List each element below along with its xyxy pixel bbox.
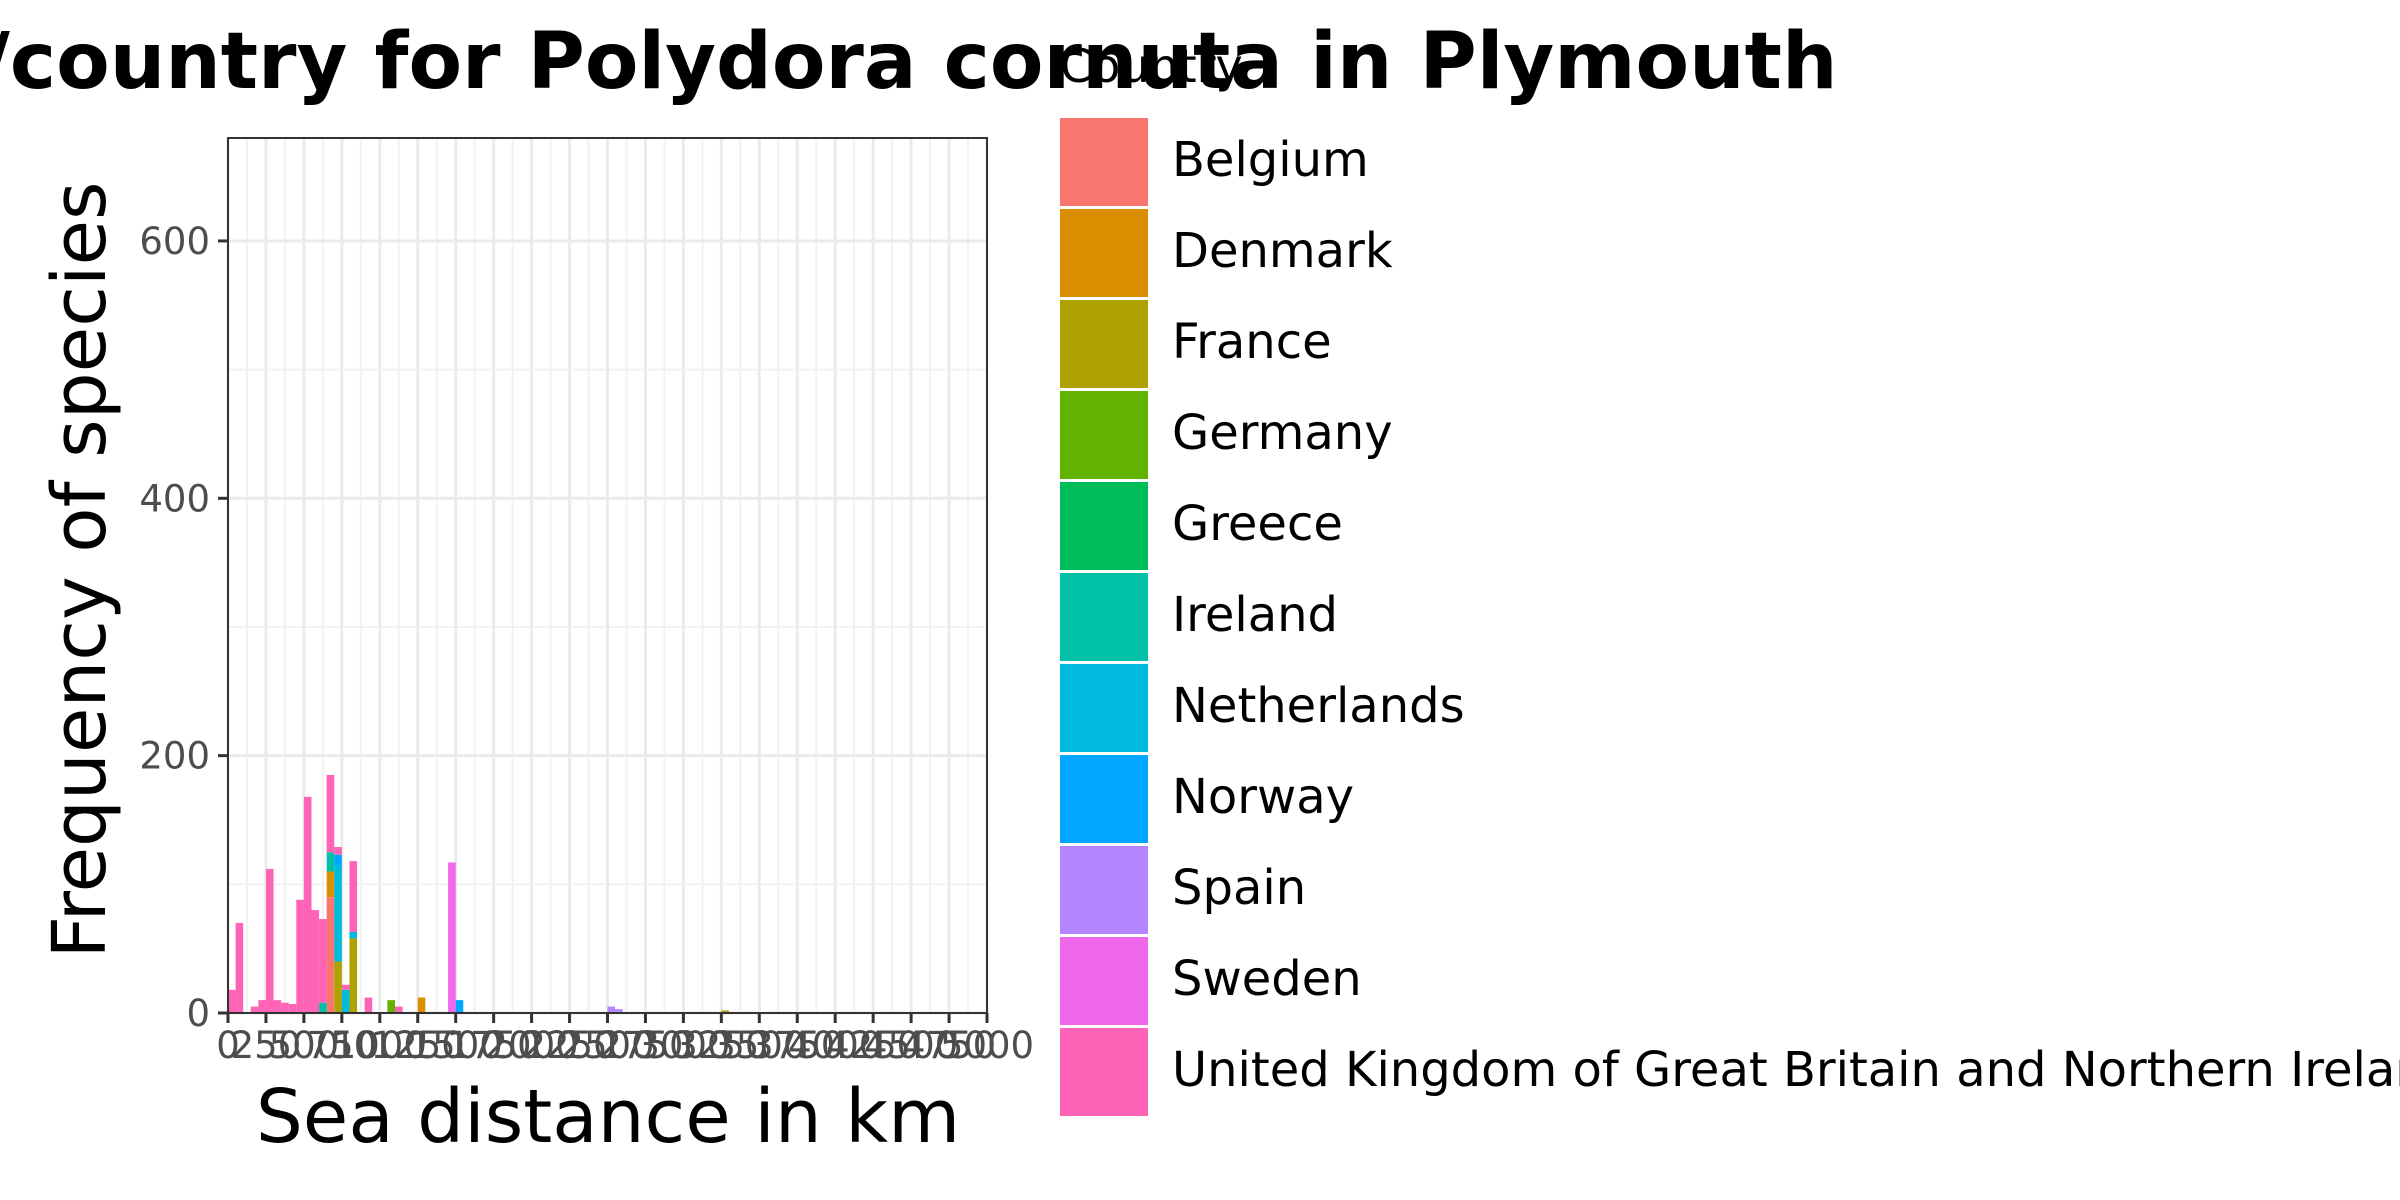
legend-label: Ireland [1172, 587, 1338, 643]
y-tick-label: 600 [139, 220, 210, 263]
legend: Country Belgium Denmark France Germany Greec… [1060, 39, 2400, 1116]
x-tick-label: 4500 [864, 1024, 958, 1067]
histogram-bar [250, 1006, 259, 1013]
x-tick-label: 2250 [522, 1024, 616, 1067]
histogram-bar [341, 984, 350, 990]
histogram-bar [334, 961, 342, 1013]
x-tick-label: 750 [307, 1024, 378, 1067]
x-tick-label: 4250 [826, 1024, 920, 1067]
x-tick-label: 1500 [409, 1024, 503, 1067]
y-axis-title: Frequency of species [37, 181, 123, 958]
x-tick-label: 1750 [447, 1024, 541, 1067]
histogram-bar [303, 796, 312, 1013]
histogram-bar [448, 862, 456, 1013]
x-tick-label: 2750 [598, 1024, 692, 1067]
legend-label: Netherlands [1172, 678, 1465, 734]
legend-key [1060, 846, 1148, 934]
x-tick-label: 1250 [371, 1024, 465, 1067]
histogram-bar [334, 865, 342, 962]
y-tick-label: 0 [186, 992, 210, 1035]
histogram-bar [721, 1010, 729, 1013]
histogram-bar [334, 847, 342, 855]
histogram-bar [326, 852, 335, 872]
histogram-bar [281, 1002, 289, 1013]
legend-label: Denmark [1172, 223, 1393, 279]
x-tick-label: 3500 [712, 1024, 806, 1067]
histogram-bar [265, 868, 274, 1013]
x-axis-title: Sea distance in km [256, 1074, 960, 1160]
histogram-bar [349, 938, 358, 1013]
x-tick-label: 2000 [485, 1024, 579, 1067]
legend-key [1060, 1028, 1148, 1116]
legend-label: Spain [1172, 860, 1306, 916]
x-tick-label: 4750 [902, 1024, 996, 1067]
legend-label: Germany [1172, 405, 1393, 461]
histogram-bar [417, 997, 426, 1013]
histogram-bar [326, 871, 335, 898]
legend-key [1060, 118, 1148, 206]
histogram-bar [326, 774, 335, 853]
histogram-bar [311, 910, 320, 1013]
histogram-bar [319, 919, 327, 1003]
legend-key [1060, 755, 1148, 843]
y-tick-label: 400 [139, 477, 210, 520]
legend-key [1060, 664, 1148, 752]
histogram-bar [387, 1000, 395, 1013]
y-tick-label: 200 [139, 735, 210, 778]
histogram-bar [296, 899, 304, 1013]
legend-key [1060, 209, 1148, 297]
legend-label: Sweden [1172, 951, 1362, 1007]
legend-label: France [1172, 314, 1332, 370]
histogram-bar [394, 1006, 403, 1013]
histogram-bar [258, 1000, 266, 1013]
histogram-bar [326, 897, 335, 1013]
legend-label: Belgium [1172, 132, 1369, 188]
x-tick-label: 3000 [636, 1024, 730, 1067]
x-tick-label: 3750 [750, 1024, 844, 1067]
legend-label: Greece [1172, 496, 1343, 552]
histogram-bar [228, 989, 236, 1013]
x-tick-label: 2500 [560, 1024, 654, 1067]
plot-area: 0200400600025050075010001250150017502000… [139, 137, 1034, 1067]
histogram-bar [235, 922, 244, 1013]
histogram-bar [319, 1002, 327, 1013]
x-tick-label: 250 [231, 1024, 302, 1067]
x-tick-label: 500 [269, 1024, 340, 1067]
histogram-bar [455, 1000, 464, 1013]
x-tick-label: 3250 [674, 1024, 768, 1067]
legend-title: Country [1060, 39, 1243, 93]
legend-key [1060, 482, 1148, 570]
legend-label: United Kingdom of Great Britain and Nort… [1172, 1042, 2400, 1098]
histogram-bar [334, 854, 342, 866]
histogram-bar [607, 1006, 616, 1013]
x-tick-label: 5000 [940, 1024, 1034, 1067]
histogram-bar [288, 1003, 297, 1013]
x-tick-label: 1000 [333, 1024, 427, 1067]
legend-key [1060, 937, 1148, 1025]
legend-label: Norway [1172, 769, 1354, 825]
legend-key [1060, 573, 1148, 661]
histogram-bar [349, 861, 358, 932]
histogram-bar [364, 997, 373, 1013]
histogram-bar [273, 1000, 282, 1013]
histogram-bar [341, 989, 350, 1013]
histogram-bar [349, 931, 358, 939]
x-tick-label: 4000 [788, 1024, 882, 1067]
x-tick-label: 0 [216, 1024, 240, 1067]
legend-key [1060, 391, 1148, 479]
chart-title: Sea distances/country for Polydora cornu… [0, 17, 1837, 107]
legend-key [1060, 300, 1148, 388]
histogram-bar [615, 1009, 623, 1013]
